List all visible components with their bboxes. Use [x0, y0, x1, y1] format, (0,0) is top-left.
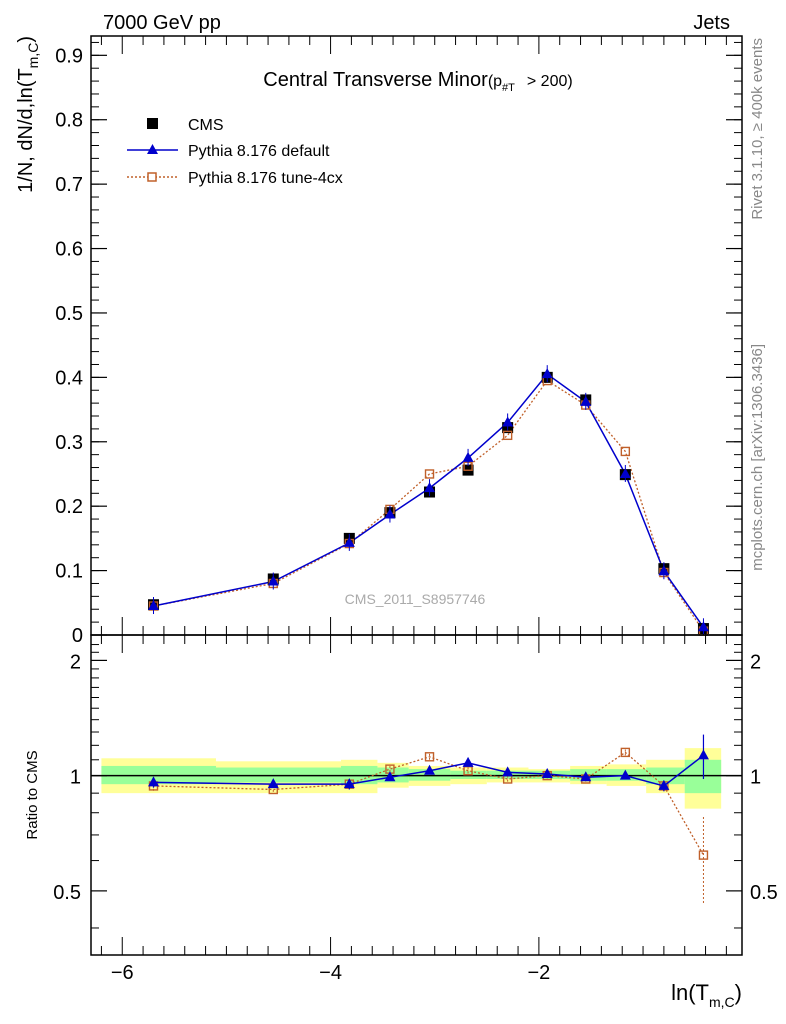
- ratio-y-tick-label-right: 0.5: [750, 882, 778, 904]
- y-tick-label: 0.3: [55, 432, 83, 454]
- ratio-pythia-default-point: [658, 779, 670, 790]
- ratio-tune-4cx-point: [424, 752, 435, 762]
- legend-default-marker: [147, 144, 158, 154]
- y-tick-label: 0.6: [55, 239, 83, 261]
- y-axis-label-close: ): [15, 36, 37, 43]
- pythia-default-line: [153, 373, 705, 628]
- ratio-y-tick-label-right: 2: [750, 651, 761, 673]
- y-tick-label: 0.2: [55, 496, 83, 518]
- legend: CMS Pythia 8.176 default Pythia 8.176 tu…: [127, 117, 343, 187]
- tune-4cx-point: [424, 469, 435, 479]
- ratio-pythia-default-point: [541, 767, 553, 778]
- ratio-pythia-default-point: [343, 778, 355, 789]
- ratio-plot-series: [147, 734, 709, 905]
- ratio-tune-4cx-point: [620, 747, 631, 758]
- y-tick-label: 0.9: [55, 45, 83, 67]
- ratio-pythia-default-line: [153, 754, 704, 787]
- legend-cms-marker: [147, 118, 158, 129]
- ratio-plot-frame: [90, 634, 743, 956]
- chart-title: Central Transverse Minor(p#T > 200): [263, 69, 572, 94]
- y-axis-label-rest: , dN/d,ln(T: [15, 68, 37, 161]
- tune-4cx-line: [153, 379, 704, 632]
- ratio-uncertainty-bands: [91, 748, 742, 809]
- y-axis-label: 1/N, dN/d,ln(Tm,C): [15, 36, 41, 193]
- process-label: Jets: [693, 12, 730, 34]
- ratio-pythia-default-point: [147, 776, 159, 787]
- x-axis-label: ln(Tm,C): [671, 980, 742, 1010]
- main-plot-markers: [147, 365, 709, 636]
- ratio-plot-ticks: 0.5 0.5 1 1 2 2 −6 −4 −2: [53, 635, 778, 984]
- x-axis-label-index: m,C: [709, 994, 735, 1010]
- ratio-pythia-default-point: [462, 756, 474, 767]
- legend-tune-label: Pythia 8.176 tune-4cx: [188, 170, 343, 187]
- ratio-pythia-default-point: [267, 778, 279, 789]
- x-axis-label-close: ): [735, 980, 742, 1005]
- mcplots-label: mcplots.cern.ch [arXiv:1306.3436]: [749, 344, 766, 571]
- x-tick-label: −6: [111, 962, 134, 984]
- ratio-y-axis-label: Ratio to CMS: [24, 750, 41, 839]
- x-tick-label: −4: [319, 962, 342, 984]
- y-tick-label: 0: [72, 625, 83, 647]
- chart-title-main: Central Transverse Minor: [263, 69, 488, 91]
- x-axis-label-main: ln(T: [671, 980, 709, 1005]
- ratio-pythia-default-point: [424, 764, 436, 775]
- ratio-pythia-default-point: [580, 771, 592, 782]
- legend-default-label: Pythia 8.176 default: [188, 143, 330, 160]
- tune-4cx-point: [502, 430, 513, 441]
- ratio-y-tick-label: 1: [70, 767, 81, 789]
- energy-label: 7000 GeV pp: [103, 12, 221, 34]
- y-tick-label: 0.4: [55, 367, 83, 389]
- ratio-inner-band: [408, 769, 451, 781]
- y-tick-label: 0.8: [55, 110, 83, 132]
- main-plot-series: [153, 373, 705, 632]
- watermark: CMS_2011_S8957746: [345, 591, 486, 607]
- ratio-pythia-default-point: [697, 749, 709, 760]
- y-axis-label-main: 1/N: [15, 162, 37, 193]
- y-tick-label: 0.1: [55, 561, 83, 583]
- legend-tune-marker: [147, 172, 157, 182]
- ratio-tune-4cx-point: [698, 850, 709, 860]
- ratio-y-tick-label: 2: [70, 651, 81, 673]
- ratio-plot-panel: 0.5 0.5 1 1 2 2 −6 −4 −2 Ratio to CMS ln(Tm,C): [24, 634, 778, 1010]
- tune-4cx-point: [620, 446, 631, 457]
- rivet-label: Rivet 3.1.10, ≥ 400k events: [749, 38, 766, 220]
- main-plot-ticks: 0 0.1 0.2 0.3 0.4 0.5 0.6 0.7 0.8 0.9: [55, 36, 742, 647]
- ratio-tune-4cx-line: [153, 751, 705, 856]
- x-tick-label: −2: [527, 962, 550, 984]
- main-plot-panel: 0 0.1 0.2 0.3 0.4 0.5 0.6 0.7 0.8 0.9 CMS_2011_S8…: [15, 35, 743, 647]
- y-axis-label-index: m,C: [25, 43, 41, 69]
- ratio-pythia-default-point: [502, 766, 514, 777]
- ratio-pythia-default-point: [619, 769, 631, 780]
- legend-cms-label: CMS: [188, 117, 224, 134]
- ratio-pythia-default-point: [384, 771, 396, 782]
- ratio-y-tick-label-right: 1: [750, 767, 761, 789]
- chart-title-open: (: [488, 73, 494, 90]
- chart-title-cut: > 200): [527, 73, 573, 90]
- chart-title-index: #T: [502, 82, 515, 94]
- ratio-y-tick-label: 0.5: [53, 882, 81, 904]
- y-tick-label: 0.7: [55, 174, 83, 196]
- y-tick-label: 0.5: [55, 303, 83, 325]
- chart-title-p: p: [493, 73, 502, 90]
